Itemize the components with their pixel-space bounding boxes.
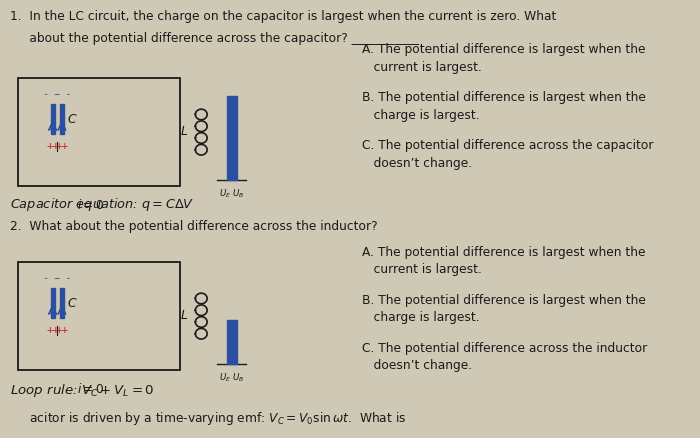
- Bar: [50, 105, 55, 134]
- Text: 1.  In the LC circuit, the charge on the capacitor is largest when the current i: 1. In the LC circuit, the charge on the …: [10, 10, 556, 23]
- Text: $U_B$: $U_B$: [232, 187, 244, 200]
- Text: C. The potential difference across the capacitor
   doesn’t change.: C. The potential difference across the c…: [362, 139, 654, 170]
- Text: ++: ++: [55, 325, 69, 335]
- Text: 2.  What about the potential difference across the inductor?: 2. What about the potential difference a…: [10, 220, 377, 233]
- Text: $i = 0$: $i = 0$: [77, 382, 104, 396]
- Text: $U_B$: $U_B$: [232, 371, 244, 384]
- Text: Loop rule: $V_C + V_L = 0$: Loop rule: $V_C + V_L = 0$: [10, 382, 155, 399]
- Text: $U_E$: $U_E$: [218, 187, 231, 200]
- Bar: [60, 289, 64, 318]
- Text: acitor is driven by a time-varying emf: $V_C = V_0\sin\omega t$.  What is: acitor is driven by a time-varying emf: …: [10, 410, 407, 427]
- Text: L: L: [181, 125, 188, 138]
- Text: ++: ++: [55, 141, 69, 151]
- Text: C. The potential difference across the inductor
   doesn’t change.: C. The potential difference across the i…: [362, 342, 648, 372]
- Text: B. The potential difference is largest when the
   charge is largest.: B. The potential difference is largest w…: [362, 294, 646, 325]
- Bar: [227, 96, 237, 180]
- Text: L: L: [181, 309, 188, 321]
- Text: C: C: [68, 113, 76, 126]
- Text: ++: ++: [46, 325, 59, 335]
- Text: - -: - -: [52, 273, 71, 283]
- Text: - -: - -: [43, 89, 62, 99]
- Text: $i = 0$: $i = 0$: [77, 198, 104, 212]
- Bar: [227, 320, 237, 364]
- Text: $U_E$: $U_E$: [218, 371, 231, 384]
- Text: ++: ++: [46, 141, 59, 151]
- Text: Capacitor equation: $q = C\Delta V$: Capacitor equation: $q = C\Delta V$: [10, 196, 195, 213]
- Bar: [50, 289, 55, 318]
- Bar: [18, 78, 180, 186]
- Bar: [60, 105, 64, 134]
- Text: A. The potential difference is largest when the
   current is largest.: A. The potential difference is largest w…: [362, 43, 645, 74]
- Text: B. The potential difference is largest when the
   charge is largest.: B. The potential difference is largest w…: [362, 91, 646, 121]
- Text: - -: - -: [43, 273, 62, 283]
- Bar: [18, 262, 180, 370]
- Text: C: C: [68, 297, 76, 310]
- Text: A. The potential difference is largest when the
   current is largest.: A. The potential difference is largest w…: [362, 246, 645, 276]
- Text: about the potential difference across the capacitor? ___________: about the potential difference across th…: [10, 32, 419, 45]
- Text: - -: - -: [52, 89, 71, 99]
